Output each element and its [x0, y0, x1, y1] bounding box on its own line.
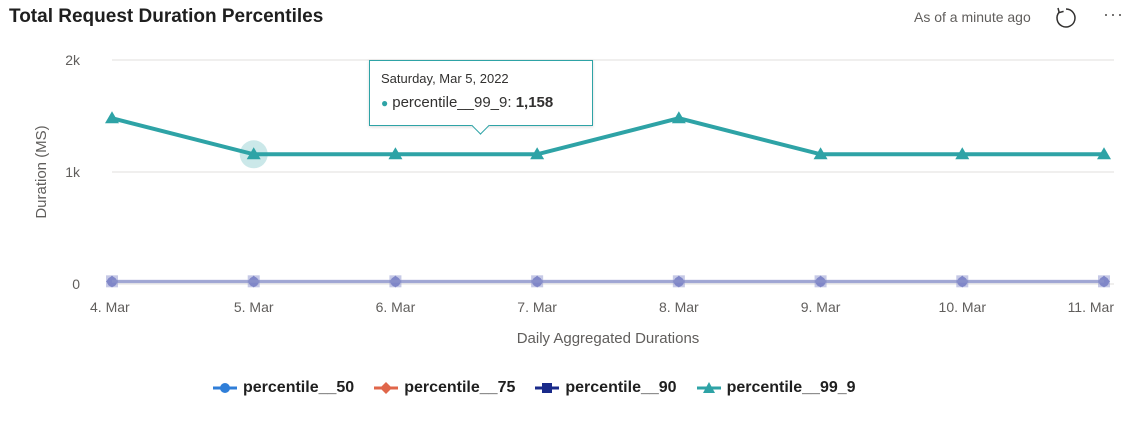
series-layer — [105, 111, 1111, 288]
x-tick-label: 8. Mar — [659, 299, 699, 315]
x-axis-title: Daily Aggregated Durations — [517, 330, 700, 347]
x-tick-label: 11. Mar — [1068, 299, 1115, 315]
x-tick-label: 9. Mar — [801, 299, 841, 315]
x-tick-label: 7. Mar — [517, 299, 557, 315]
more-options-icon[interactable]: ··· — [1103, 4, 1124, 24]
y-axis-ticks: 0 1k 2k — [65, 52, 81, 292]
x-tick-label: 4. Mar — [90, 299, 130, 315]
x-tick-label: 6. Mar — [376, 299, 416, 315]
y-tick-label: 0 — [72, 276, 80, 292]
x-tick-label: 5. Mar — [234, 299, 274, 315]
legend-item-percentile-50[interactable]: percentile__50 — [213, 379, 354, 397]
series-percentile-99-9 — [105, 111, 1111, 169]
chart-title: Total Request Duration Percentiles — [9, 6, 324, 27]
data-point-marker[interactable] — [956, 275, 969, 288]
data-point-marker[interactable] — [531, 275, 544, 288]
legend-label: percentile__75 — [404, 379, 516, 396]
tooltip-value: 1,158 — [515, 94, 554, 111]
legend-label: percentile__50 — [243, 379, 355, 396]
data-point-marker[interactable] — [955, 147, 970, 160]
y-tick-label: 2k — [65, 52, 81, 68]
data-point-marker[interactable] — [1097, 147, 1111, 160]
data-point-marker[interactable] — [105, 111, 119, 124]
data-point-marker[interactable] — [388, 147, 403, 160]
tooltip-series-line: ● percentile__99_9: 1,158 — [381, 94, 554, 111]
data-point-marker[interactable] — [247, 275, 260, 288]
last-updated-status: As of a minute ago — [914, 9, 1031, 25]
data-point-marker[interactable] — [530, 147, 545, 160]
x-tick-label: 10. Mar — [939, 299, 987, 315]
data-point-marker[interactable] — [246, 147, 261, 160]
legend-item-percentile-90[interactable]: percentile__90 — [535, 379, 677, 397]
tooltip-series-dot-icon: ● — [381, 96, 389, 110]
series-line — [111, 116, 1104, 157]
data-point-marker[interactable] — [813, 147, 828, 160]
legend-label: percentile__90 — [565, 379, 677, 396]
legend-circle-marker-icon — [213, 383, 237, 393]
data-point-marker[interactable] — [672, 275, 685, 288]
legend: percentile__50 percentile__75 percentile… — [213, 379, 856, 397]
legend-triangle-marker-icon — [696, 382, 721, 393]
y-tick-label: 1k — [65, 164, 81, 180]
gridlines — [112, 59, 1114, 285]
data-point-marker[interactable] — [1098, 275, 1110, 288]
data-point-marker[interactable] — [814, 275, 827, 288]
tooltip: Saturday, Mar 5, 2022 ● percentile__99_9:… — [369, 60, 593, 135]
data-point-marker[interactable] — [106, 275, 118, 288]
series-percentile-90 — [106, 275, 1110, 288]
legend-square-marker-icon — [535, 383, 560, 393]
tooltip-date: Saturday, Mar 5, 2022 — [381, 71, 509, 86]
data-point-marker[interactable] — [671, 111, 686, 124]
legend-diamond-marker-icon — [374, 382, 399, 394]
tooltip-series-name: percentile__99_9 — [392, 94, 508, 111]
x-axis-ticks: 4. Mar 5. Mar 6. Mar 7. Mar 8. Mar 9. Mar 10. … — [90, 299, 1114, 315]
refresh-icon[interactable] — [1054, 6, 1078, 30]
legend-label: percentile__99_9 — [726, 379, 856, 396]
legend-item-percentile-99-9[interactable]: percentile__99_9 — [696, 379, 856, 397]
data-point-marker[interactable] — [389, 275, 402, 288]
y-axis-title: Duration (MS) — [33, 125, 50, 218]
legend-item-percentile-75[interactable]: percentile__75 — [374, 379, 515, 397]
